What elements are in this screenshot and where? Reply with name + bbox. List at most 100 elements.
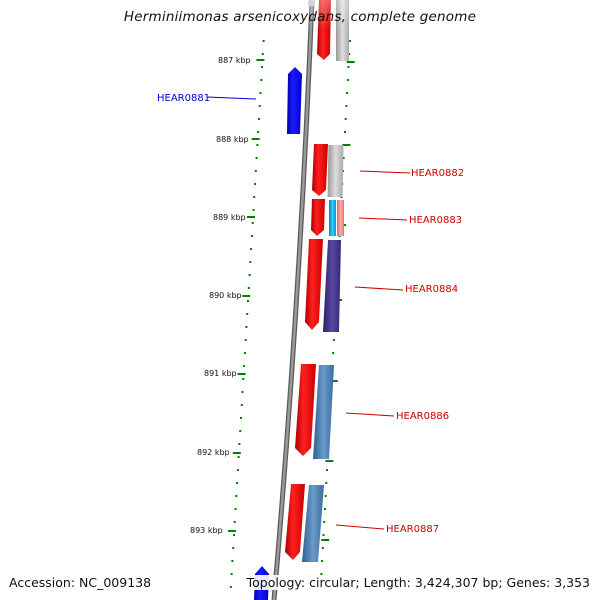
gene-hear0883[interactable] bbox=[311, 199, 344, 236]
scale-dot bbox=[240, 417, 242, 419]
tick-label-888: 888 kbp bbox=[216, 135, 249, 144]
scale-dot bbox=[322, 534, 325, 536]
scale-dot bbox=[325, 482, 328, 484]
scale-dot bbox=[245, 326, 248, 328]
scale-dot bbox=[249, 261, 252, 263]
scale-dot bbox=[233, 534, 235, 536]
map-title: Herminiimonas arsenicoxydans, complete g… bbox=[123, 9, 477, 25]
scale-dot bbox=[241, 391, 244, 393]
scale-dot bbox=[324, 495, 327, 497]
scale-dot bbox=[345, 105, 348, 107]
gene-hear0884[interactable] bbox=[305, 239, 341, 332]
scale-dot bbox=[237, 456, 240, 458]
genome-summary-text: Topology: circular; Length: 3,424,307 bp… bbox=[244, 575, 590, 590]
tick-label-893: 893 kbp bbox=[190, 526, 223, 535]
scale-dot bbox=[253, 196, 256, 198]
gene-hear0882[interactable] bbox=[312, 144, 344, 197]
tick-label-891: 891 kbp bbox=[204, 369, 237, 378]
tick-label-890: 890 kbp bbox=[209, 291, 242, 300]
gene-label-hear0881[interactable]: HEAR0881 bbox=[157, 93, 210, 104]
scale-dot bbox=[231, 560, 234, 562]
scale-dot bbox=[252, 209, 255, 211]
scale-dot bbox=[346, 79, 349, 81]
scale-dot bbox=[247, 287, 250, 289]
scale-dot bbox=[233, 521, 236, 523]
scale-dot bbox=[254, 170, 257, 172]
scale-dot bbox=[254, 183, 256, 185]
gene-layer[interactable] bbox=[254, 0, 349, 600]
scale-dot bbox=[257, 118, 260, 120]
major-tick-0 bbox=[256, 59, 265, 61]
scale-dot bbox=[240, 404, 243, 406]
gene-label-hear0882[interactable]: HEAR0882 bbox=[411, 168, 464, 179]
scale-ticks bbox=[228, 40, 265, 588]
scale-dot bbox=[342, 157, 345, 159]
scale-dot bbox=[262, 40, 265, 42]
major-tick-3 bbox=[242, 295, 251, 297]
right-major-tick-6 bbox=[321, 539, 330, 541]
gene-hear0886[interactable] bbox=[295, 364, 334, 459]
scale-dot bbox=[230, 573, 233, 575]
major-tick-4 bbox=[237, 373, 246, 375]
scale-dot bbox=[242, 378, 245, 380]
scale-dot bbox=[248, 274, 251, 276]
gene-label-hear0883[interactable]: HEAR0883 bbox=[409, 215, 462, 226]
scale-labels: 887 kbp 888 kbp 889 kbp 890 kbp 891 kbp … bbox=[190, 56, 251, 535]
scale-dot bbox=[344, 118, 347, 120]
scale-dot bbox=[238, 443, 241, 445]
scale-dot bbox=[323, 521, 326, 523]
tick-label-889: 889 kbp bbox=[213, 213, 246, 222]
tick-label-892: 892 kbp bbox=[197, 448, 230, 457]
scale-dot bbox=[239, 430, 242, 432]
scale-dot bbox=[258, 105, 261, 107]
gene-hear0881[interactable] bbox=[287, 67, 302, 134]
scale-dot bbox=[250, 235, 253, 237]
scale-dot bbox=[259, 92, 262, 94]
scale-dot bbox=[260, 79, 263, 81]
scale-dot bbox=[348, 40, 351, 42]
label-leaders bbox=[206, 96, 411, 530]
gene-labels: HEAR0881 HEAR0882 HEAR0883 HEAR0884 HEAR… bbox=[157, 93, 464, 535]
scale-dot bbox=[243, 365, 246, 367]
right-major-tick-1 bbox=[342, 144, 351, 146]
scale-dot bbox=[236, 469, 239, 471]
gene-label-hear0884[interactable]: HEAR0884 bbox=[405, 284, 458, 295]
scale-dot bbox=[247, 300, 249, 302]
gene-hear0887[interactable] bbox=[285, 484, 324, 562]
right-major-tick-4 bbox=[329, 380, 338, 382]
scale-dot bbox=[326, 469, 328, 471]
scale-dot bbox=[321, 560, 324, 562]
right-major-tick-5 bbox=[325, 460, 334, 462]
right-major-tick-0 bbox=[346, 61, 355, 63]
scale-dot bbox=[257, 131, 260, 133]
major-tick-6 bbox=[228, 530, 237, 532]
major-tick-1 bbox=[251, 138, 260, 140]
scale-dot bbox=[347, 66, 350, 68]
accession-text: Accession: NC_009138 bbox=[9, 575, 152, 590]
scale-dot bbox=[246, 313, 249, 315]
scale-dot bbox=[229, 586, 232, 588]
scale-dot bbox=[235, 495, 238, 497]
scale-dot bbox=[323, 508, 326, 510]
scale-dot bbox=[346, 92, 349, 94]
scale-dot bbox=[344, 131, 346, 133]
scale-dot bbox=[261, 53, 264, 55]
scale-dot bbox=[332, 339, 335, 341]
scale-dot bbox=[243, 352, 246, 354]
scale-dot bbox=[261, 66, 263, 68]
scale-dot bbox=[332, 352, 335, 354]
gene-label-hear0887[interactable]: HEAR0887 bbox=[386, 524, 439, 535]
scale-dot bbox=[244, 339, 247, 341]
scale-dot bbox=[255, 157, 258, 159]
scale-dot bbox=[232, 547, 235, 549]
major-tick-2 bbox=[247, 216, 255, 218]
scale-dot bbox=[321, 547, 324, 549]
scale-dot bbox=[250, 248, 253, 250]
scale-dot bbox=[236, 482, 239, 484]
gene-label-hear0886[interactable]: HEAR0886 bbox=[396, 411, 449, 422]
tick-label-887: 887 kbp bbox=[218, 56, 251, 65]
major-tick-5 bbox=[232, 452, 241, 454]
scale-dot bbox=[256, 144, 259, 146]
